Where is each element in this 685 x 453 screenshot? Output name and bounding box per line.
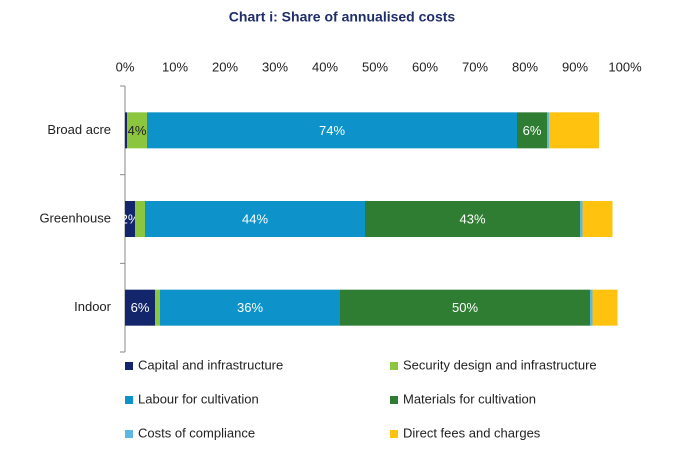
legend-swatch <box>125 396 133 404</box>
value-label: 4% <box>128 123 147 138</box>
x-tick-label: 20% <box>212 59 238 74</box>
x-tick-label: 80% <box>512 59 538 74</box>
legend-swatch <box>390 430 398 438</box>
chart-title: Chart i: Share of annualised costs <box>229 9 456 25</box>
legend-label: Capital and infrastructure <box>138 357 283 372</box>
bar-segment <box>127 112 147 149</box>
x-tick-label: 30% <box>262 59 288 74</box>
bar-segment <box>517 112 547 149</box>
bar-segment <box>590 289 593 326</box>
value-label: 50% <box>452 300 478 315</box>
bar-segment <box>365 201 580 237</box>
x-tick-label: 100% <box>608 59 642 74</box>
x-tick-label: 10% <box>162 59 188 74</box>
value-label: 74% <box>319 123 345 138</box>
bar-segment <box>155 289 160 326</box>
bar-segment <box>147 112 517 149</box>
value-label: 36% <box>237 300 263 315</box>
legend-label: Labour for cultivation <box>138 391 259 406</box>
x-tick-label: 90% <box>562 59 588 74</box>
legend-swatch <box>390 362 398 370</box>
x-tick-label: 40% <box>312 59 338 74</box>
bar-segment <box>580 201 583 237</box>
category-label: Broad acre <box>47 122 111 137</box>
legend-swatch <box>125 362 133 370</box>
value-label: 6% <box>131 300 150 315</box>
legend-label: Security design and infrastructure <box>403 357 597 372</box>
bar-segment <box>549 112 599 149</box>
legend-label: Costs of compliance <box>138 425 255 440</box>
value-label: 44% <box>242 211 268 226</box>
value-label: 43% <box>459 211 485 226</box>
bar-segment <box>340 289 590 326</box>
bar-segment <box>135 201 145 237</box>
x-tick-label: 0% <box>116 59 135 74</box>
value-label: 6% <box>523 123 542 138</box>
bar-segment <box>125 112 127 149</box>
x-tick-label: 70% <box>462 59 488 74</box>
legend-swatch <box>125 430 133 438</box>
legend-label: Direct fees and charges <box>403 425 541 440</box>
category-label: Greenhouse <box>39 210 111 225</box>
bar-segment <box>582 201 613 237</box>
legend-swatch <box>390 396 398 404</box>
bar-segment <box>160 289 340 326</box>
bar-segment <box>145 201 365 237</box>
legend-label: Materials for cultivation <box>403 391 536 406</box>
bar-segment <box>125 289 155 326</box>
x-tick-label: 60% <box>412 59 438 74</box>
x-tick-label: 50% <box>362 59 388 74</box>
bar-segment <box>592 289 618 326</box>
bar-segment <box>125 201 135 237</box>
bar-segment <box>547 112 549 149</box>
category-label: Indoor <box>74 299 112 314</box>
